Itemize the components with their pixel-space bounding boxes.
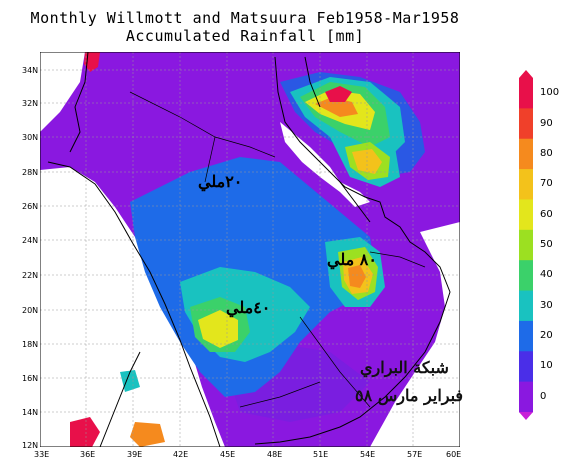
watermark-line1: شبكة البراري xyxy=(360,358,449,377)
colorbar-tick-label: 10 xyxy=(540,360,553,372)
lat-label: 34N xyxy=(22,66,39,75)
colorbar-tick-label: 70 xyxy=(540,178,553,190)
hotspot-south-west-2 xyxy=(130,422,165,447)
map-subtitle: Accumulated Rainfall [mm] xyxy=(125,27,365,45)
no-data-gulf xyxy=(280,122,370,207)
lat-label: 26N xyxy=(22,202,39,211)
lon-label: 39E xyxy=(127,450,143,459)
colorbar-segment xyxy=(519,169,533,200)
orange-zone-north xyxy=(315,97,358,117)
lon-label: 42E xyxy=(173,450,189,459)
orange-zone-east-core xyxy=(348,265,366,288)
colorbar-segment xyxy=(519,260,533,292)
colorbar xyxy=(519,70,533,420)
annotation-southwest: ٤٠ملي xyxy=(226,298,271,317)
lat-label: 30N xyxy=(22,133,39,142)
annotation-east: ٨٠ ملي xyxy=(327,250,377,269)
lon-label: 60E xyxy=(446,450,462,459)
lat-label: 14N xyxy=(22,408,39,417)
lon-label: 57E xyxy=(407,450,423,459)
borders xyxy=(129,91,426,408)
colorbar-segment xyxy=(519,290,533,322)
colorbar-tick-label: 0 xyxy=(540,390,547,402)
lon-label: 48E xyxy=(267,450,283,459)
colorbar-tick-label: 30 xyxy=(540,299,553,311)
red-zone-north xyxy=(325,86,352,102)
colorbar-tick-label: 90 xyxy=(540,117,553,129)
no-data-west-sea xyxy=(40,52,85,132)
lat-label: 20N xyxy=(22,306,39,315)
colorbar-top-triangle xyxy=(519,70,533,78)
lat-label: 28N xyxy=(22,168,39,177)
lon-label: 33E xyxy=(34,450,50,459)
lon-label: 45E xyxy=(220,450,236,459)
colorbar-segment xyxy=(519,108,533,140)
colorbar-tick-label: 20 xyxy=(540,330,553,342)
lat-label: 16N xyxy=(22,374,39,383)
map-title: Monthly Willmott and Matsuura Feb1958-Ma… xyxy=(30,9,460,27)
gridlines xyxy=(40,52,460,447)
colorbar-segment xyxy=(519,78,533,109)
lat-label: 18N xyxy=(22,340,39,349)
colorbar-tick-label: 40 xyxy=(540,269,553,281)
colorbar-segment xyxy=(519,199,533,231)
colorbar-tick-label: 50 xyxy=(540,239,553,250)
colorbar-tick-label: 80 xyxy=(540,147,553,159)
lon-label: 54E xyxy=(360,450,376,459)
coastlines xyxy=(47,52,451,447)
colorbar-segment xyxy=(519,138,533,170)
colorbar-tick-label: 60 xyxy=(540,208,553,220)
colorbar-bottom-triangle xyxy=(519,412,533,420)
colorbar-segment xyxy=(519,229,533,261)
colorbar-tick-label: 100 xyxy=(540,87,560,99)
lon-label: 36E xyxy=(80,450,96,459)
hotspot-south-west-3 xyxy=(120,370,140,392)
colorbar-segment xyxy=(519,320,533,352)
lon-label: 51E xyxy=(313,450,329,459)
lat-label: 22N xyxy=(22,271,39,280)
no-data-east xyxy=(370,222,460,447)
lat-label: 24N xyxy=(22,236,39,245)
lat-label: 12N xyxy=(22,441,39,450)
lat-label: 32N xyxy=(22,99,39,108)
colorbar-segment xyxy=(519,351,533,383)
colorbar-segment xyxy=(519,381,533,413)
watermark-line2: فبراير مارس ٥٨ xyxy=(355,386,464,405)
annotation-north: ٢٠ملي xyxy=(198,172,243,191)
rainfall-map xyxy=(40,52,460,447)
hotspot-south-west-1 xyxy=(70,417,100,447)
yellow-zone-central xyxy=(198,310,238,348)
